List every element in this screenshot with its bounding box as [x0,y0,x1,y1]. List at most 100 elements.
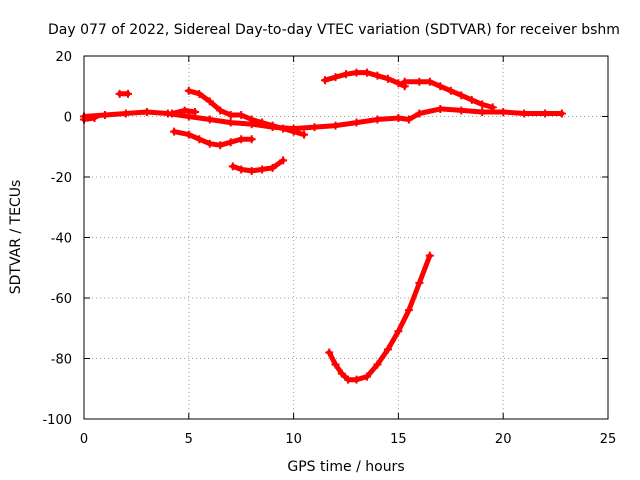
data-point [247,166,256,175]
data-point [478,100,487,109]
series-arc-5 [170,127,256,150]
data-point [415,109,424,118]
data-point [184,86,193,95]
data-point [467,95,476,104]
data-point [279,124,288,133]
data-point [415,77,424,86]
data-point [352,68,361,77]
data-point [337,369,346,378]
data-point [226,118,235,127]
data-point [425,251,434,260]
x-tick-label: 10 [285,432,302,447]
data-point [268,163,277,172]
axis-ticks: 0 5 10 15 20 25 -100 -80 -60 -40 -20 0 20 [42,50,616,447]
data-point [383,74,392,83]
series-arc-9 [400,77,497,112]
data-point [170,127,179,136]
data-point [488,103,497,112]
data-point [457,106,466,115]
data-point [499,107,508,116]
data-point [557,109,566,118]
data-point [321,76,330,85]
data-point [457,91,466,100]
x-tick-label: 20 [495,432,512,447]
y-tick-label: -20 [51,171,72,186]
y-tick-label: -100 [42,413,72,428]
data-point [216,106,225,115]
y-tick-label: 0 [64,111,72,126]
data-point [184,112,193,121]
data-point [226,110,235,119]
y-tick-label: -60 [51,292,72,307]
data-point [237,135,246,144]
data-point [383,345,392,354]
data-point [404,306,413,315]
data-point [279,156,288,165]
data-point [121,109,130,118]
data-point [195,89,204,98]
series-arc-6 [184,86,309,139]
data-point [195,135,204,144]
y-axis-label: SDTVAR / TECUs [8,180,24,295]
series-arc-10 [325,251,434,384]
data-point [247,135,256,144]
data-point [331,73,340,82]
data-point [415,278,424,287]
data-point [541,109,550,118]
data-point [344,375,353,384]
data-series [80,68,566,384]
data-point [289,127,298,136]
data-point [191,107,200,116]
plot-frame [83,55,609,420]
data-point [362,68,371,77]
data-point [258,165,267,174]
x-tick-label: 0 [80,432,88,447]
grid [84,56,608,419]
data-point [352,118,361,127]
data-point [394,79,403,88]
data-point [373,360,382,369]
y-tick-label: -40 [51,232,72,247]
series-arc-7 [228,156,288,175]
data-point [237,110,246,119]
data-point [373,71,382,80]
data-point [331,121,340,130]
data-point [394,327,403,336]
data-point [205,115,214,124]
data-point [226,138,235,147]
data-point [205,139,214,148]
data-point [362,372,371,381]
x-tick-label: 15 [390,432,407,447]
data-point [446,86,455,95]
data-point [520,109,529,118]
data-point [237,165,246,174]
data-point [268,121,277,130]
data-point [115,89,124,98]
x-tick-label: 25 [600,432,617,447]
data-point [142,107,151,116]
data-point [373,115,382,124]
series-arc-4 [168,106,200,118]
data-point [205,97,214,106]
data-point [436,82,445,91]
data-point [400,77,409,86]
data-point [394,114,403,123]
data-point [180,106,189,115]
data-point [331,360,340,369]
series-arc-8 [321,68,409,91]
data-point [228,162,237,171]
data-point [352,375,361,384]
data-point [184,130,193,139]
data-point [247,115,256,124]
chart-title: Day 077 of 2022, Sidereal Day-to-day VTE… [48,22,620,38]
data-point [310,123,319,132]
data-point [168,109,177,118]
data-point [478,107,487,116]
data-point [124,89,133,98]
y-tick-label: -80 [51,353,72,368]
data-point [216,141,225,150]
data-point [436,104,445,113]
y-tick-label: 20 [55,50,72,65]
series-arc-2 [115,89,133,98]
